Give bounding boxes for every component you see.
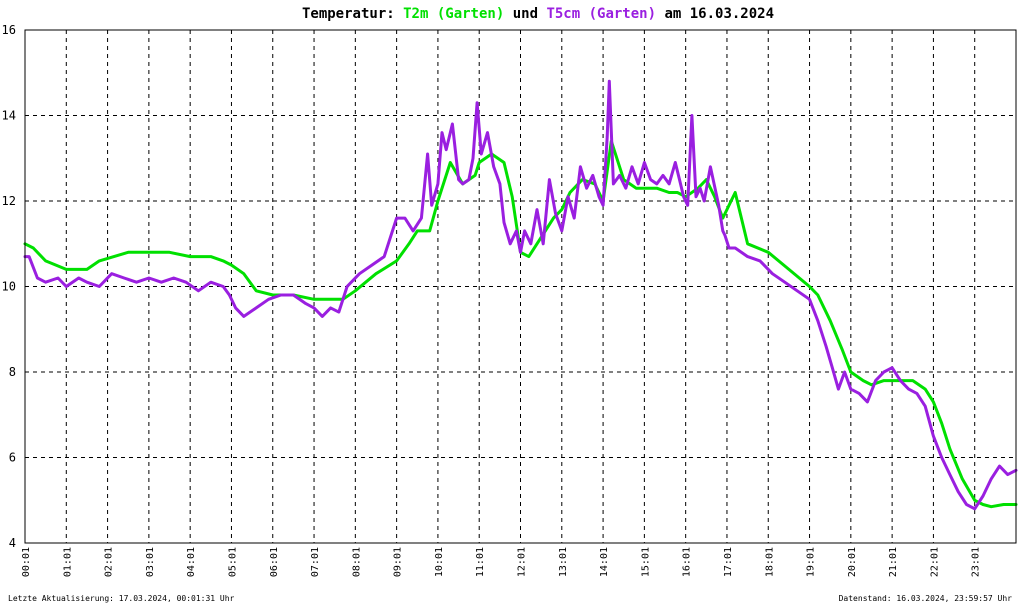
- x-tick-label: 01:01: [62, 547, 73, 577]
- x-tick-label: 03:01: [145, 547, 156, 577]
- x-tick-label: 18:01: [764, 547, 775, 577]
- x-tick-label: 08:01: [351, 547, 362, 577]
- x-tick-label: 13:01: [558, 547, 569, 577]
- x-tick-label: 09:01: [393, 547, 404, 577]
- x-tick-label: 06:01: [269, 547, 280, 577]
- x-tick-label: 12:01: [517, 547, 528, 577]
- x-tick-label: 14:01: [599, 547, 610, 577]
- series-line-t5cm: [23, 79, 1018, 511]
- x-tick-label: 05:01: [227, 547, 238, 577]
- title-middle: und: [504, 6, 546, 22]
- tick-layer: 4 6 8 10 12 14 16 00:01 01:01 02:01 03:01 04:01 05:0…: [2, 23, 982, 577]
- axis-layer: [24, 29, 1017, 544]
- x-tick-label: 19:01: [806, 547, 817, 577]
- y-tick-label: 8: [9, 365, 16, 379]
- x-tick-label: 21:01: [888, 547, 899, 577]
- title-suffix: am 16.03.2024: [656, 6, 774, 22]
- y-tick-label: 14: [2, 109, 16, 123]
- x-tick-label: 10:01: [434, 547, 445, 577]
- x-tick-label: 15:01: [640, 547, 651, 577]
- y-tick-label: 10: [2, 280, 16, 294]
- plot-frame: [24, 29, 1017, 544]
- title-series2: T5cm (Garten): [546, 6, 656, 22]
- x-tick-label: 04:01: [186, 547, 197, 577]
- title-series1: T2m (Garten): [403, 6, 504, 22]
- series-layer: [23, 79, 1018, 511]
- footer-right: Datenstand: 16.03.2024, 23:59:57 Uhr: [839, 594, 1013, 603]
- y-tick-label: 16: [2, 23, 16, 37]
- x-tick-label: 23:01: [971, 547, 982, 577]
- y-tick-label: 4: [9, 536, 16, 550]
- x-tick-label: 17:01: [723, 547, 734, 577]
- x-tick-label: 00:01: [21, 547, 32, 577]
- chart-title: Temperatur: T2m (Garten) und T5cm (Garte…: [302, 6, 774, 22]
- y-tick-label: 6: [9, 451, 16, 465]
- x-tick-label: 07:01: [310, 547, 321, 577]
- x-tick-label: 22:01: [929, 547, 940, 577]
- grid-layer: [24, 30, 1016, 543]
- y-tick-label: 12: [2, 194, 16, 208]
- footer-left: Letzte Aktualisierung: 17.03.2024, 00:01…: [8, 594, 235, 603]
- title-prefix: Temperatur:: [302, 6, 403, 22]
- x-tick-label: 20:01: [847, 547, 858, 577]
- x-tick-label: 16:01: [682, 547, 693, 577]
- x-tick-label: 11:01: [475, 547, 486, 577]
- x-tick-label: 02:01: [104, 547, 115, 577]
